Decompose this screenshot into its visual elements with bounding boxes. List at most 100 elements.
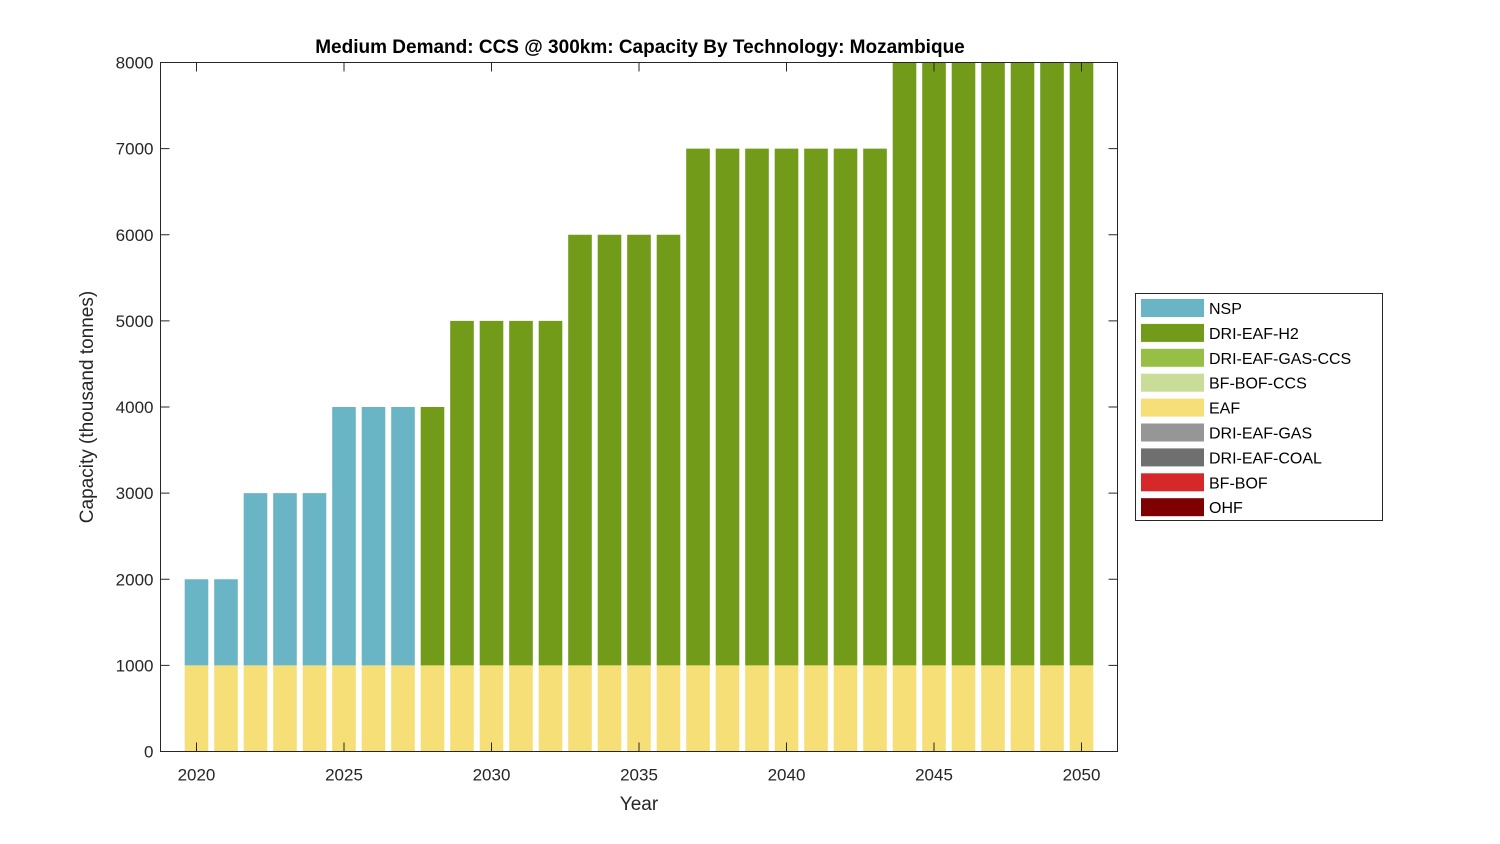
y-tick-label: 6000 bbox=[116, 226, 154, 245]
bar-eaf-2040 bbox=[774, 665, 799, 752]
bar-dri-eaf-h2-2038 bbox=[715, 148, 740, 666]
axis-ticks: 0 1000 2000 3000 4000 5000 6000 7000 8000 2020 202… bbox=[116, 54, 1118, 785]
legend: NSP DRI-EAF-H2 DRI-EAF-GAS-CCS BF-BOF-CCS EA… bbox=[1135, 293, 1383, 521]
bar-dri-eaf-h2-2044 bbox=[892, 62, 917, 666]
bar-dri-eaf-h2-2030 bbox=[479, 320, 504, 666]
bar-dri-eaf-h2-2050 bbox=[1069, 62, 1094, 666]
legend-swatch-eaf bbox=[1141, 398, 1204, 417]
bar-dri-eaf-h2-2043 bbox=[863, 148, 887, 666]
legend-swatch-nsp bbox=[1141, 299, 1204, 317]
bar-nsp-2022 bbox=[243, 493, 268, 666]
bar-dri-eaf-h2-2033 bbox=[568, 234, 592, 666]
bar-dri-eaf-h2-2040 bbox=[774, 148, 799, 666]
bar-eaf-2022 bbox=[243, 665, 268, 752]
x-tick-label: 2045 bbox=[915, 766, 953, 785]
bar-dri-eaf-h2-2037 bbox=[686, 148, 710, 666]
bar-eaf-2037 bbox=[686, 665, 710, 752]
legend-label-bf-bof-ccs: BF-BOF-CCS bbox=[1209, 376, 1307, 393]
legend-label-ohf: OHF bbox=[1209, 500, 1243, 517]
bar-dri-eaf-h2-2048 bbox=[1010, 62, 1035, 666]
legend-label-eaf: EAF bbox=[1209, 401, 1240, 418]
legend-label-bf-bof: BF-BOF bbox=[1209, 475, 1268, 492]
x-axis-title: Year bbox=[620, 794, 659, 815]
bar-nsp-2026 bbox=[361, 407, 386, 666]
bar-dri-eaf-h2-2036 bbox=[656, 234, 681, 666]
bar-eaf-2041 bbox=[804, 665, 828, 752]
bar-dri-eaf-h2-2031 bbox=[509, 320, 533, 666]
bar-dri-eaf-h2-2046 bbox=[951, 62, 976, 666]
y-tick-label: 0 bbox=[144, 743, 153, 762]
y-tick-label: 5000 bbox=[116, 312, 154, 331]
legend-label-dri-eaf-h2: DRI-EAF-H2 bbox=[1209, 326, 1299, 343]
bar-eaf-2045 bbox=[922, 665, 946, 752]
bar-eaf-2029 bbox=[450, 665, 474, 752]
y-tick-label: 4000 bbox=[116, 398, 154, 417]
bar-eaf-2039 bbox=[745, 665, 769, 752]
bar-eaf-2033 bbox=[568, 665, 592, 752]
y-tick-label: 8000 bbox=[116, 54, 154, 73]
x-tick-label: 2030 bbox=[473, 766, 511, 785]
bar-nsp-2020 bbox=[184, 579, 209, 666]
bar-dri-eaf-h2-2049 bbox=[1040, 62, 1064, 666]
bar-eaf-2021 bbox=[214, 665, 238, 752]
bar-eaf-2035 bbox=[627, 665, 651, 752]
bar-eaf-2034 bbox=[597, 665, 622, 752]
bar-dri-eaf-h2-2042 bbox=[833, 148, 858, 666]
bar-dri-eaf-h2-2045 bbox=[922, 62, 946, 666]
bar-nsp-2023 bbox=[273, 493, 297, 666]
bar-eaf-2027 bbox=[391, 665, 415, 752]
legend-swatch-ohf bbox=[1141, 498, 1204, 517]
bar-dri-eaf-h2-2039 bbox=[745, 148, 769, 666]
legend-label-dri-eaf-gas: DRI-EAF-GAS bbox=[1209, 426, 1312, 443]
y-tick-label: 2000 bbox=[116, 570, 154, 589]
legend-swatch-dri-eaf-h2 bbox=[1141, 323, 1204, 342]
legend-swatch-bf-bof bbox=[1141, 473, 1204, 492]
legend-label-nsp: NSP bbox=[1209, 301, 1242, 318]
bar-eaf-2031 bbox=[509, 665, 533, 752]
y-axis-title: Capacity (thousand tonnes) bbox=[77, 291, 98, 523]
bar-eaf-2032 bbox=[538, 665, 563, 752]
x-tick-label: 2025 bbox=[325, 766, 363, 785]
bar-dri-eaf-h2-2047 bbox=[981, 62, 1005, 666]
y-tick-label: 3000 bbox=[116, 484, 154, 503]
legend-label-dri-eaf-gas-ccs: DRI-EAF-GAS-CCS bbox=[1209, 351, 1351, 368]
bar-nsp-2024 bbox=[302, 493, 327, 666]
bar-eaf-2028 bbox=[420, 665, 445, 752]
legend-swatch-dri-eaf-gas-ccs bbox=[1141, 348, 1204, 367]
bar-eaf-2024 bbox=[302, 665, 327, 752]
y-tick-label: 1000 bbox=[116, 656, 154, 675]
bar-eaf-2026 bbox=[361, 665, 386, 752]
bar-eaf-2046 bbox=[951, 665, 976, 752]
bar-eaf-2043 bbox=[863, 665, 887, 752]
bar-eaf-2050 bbox=[1069, 665, 1094, 752]
x-tick-label: 2035 bbox=[620, 766, 658, 785]
legend-swatch-dri-eaf-coal bbox=[1141, 448, 1204, 467]
bar-eaf-2044 bbox=[892, 665, 917, 752]
legend-label-dri-eaf-coal: DRI-EAF-COAL bbox=[1209, 450, 1322, 467]
bar-eaf-2049 bbox=[1040, 665, 1064, 752]
bars-layer bbox=[184, 62, 1094, 752]
bar-eaf-2020 bbox=[184, 665, 209, 752]
bar-eaf-2047 bbox=[981, 665, 1005, 752]
bar-nsp-2025 bbox=[332, 407, 356, 666]
bar-eaf-2036 bbox=[656, 665, 681, 752]
bar-dri-eaf-h2-2029 bbox=[450, 320, 474, 666]
bar-nsp-2021 bbox=[214, 579, 238, 666]
legend-swatch-dri-eaf-gas bbox=[1141, 423, 1204, 442]
bar-eaf-2038 bbox=[715, 665, 740, 752]
bar-eaf-2042 bbox=[833, 665, 858, 752]
chart-title: Medium Demand: CCS @ 300km: Capacity By … bbox=[315, 37, 965, 58]
legend-swatch-bf-bof-ccs bbox=[1141, 373, 1204, 392]
bar-dri-eaf-h2-2032 bbox=[538, 320, 563, 666]
bar-dri-eaf-h2-2035 bbox=[627, 234, 651, 666]
y-tick-label: 7000 bbox=[116, 140, 154, 159]
bar-eaf-2048 bbox=[1010, 665, 1035, 752]
bar-eaf-2025 bbox=[332, 665, 356, 752]
bar-dri-eaf-h2-2041 bbox=[804, 148, 828, 666]
bar-dri-eaf-h2-2028 bbox=[420, 407, 445, 666]
x-tick-label: 2040 bbox=[768, 766, 806, 785]
bar-eaf-2030 bbox=[479, 665, 504, 752]
bar-eaf-2023 bbox=[273, 665, 297, 752]
bar-nsp-2027 bbox=[391, 407, 415, 666]
